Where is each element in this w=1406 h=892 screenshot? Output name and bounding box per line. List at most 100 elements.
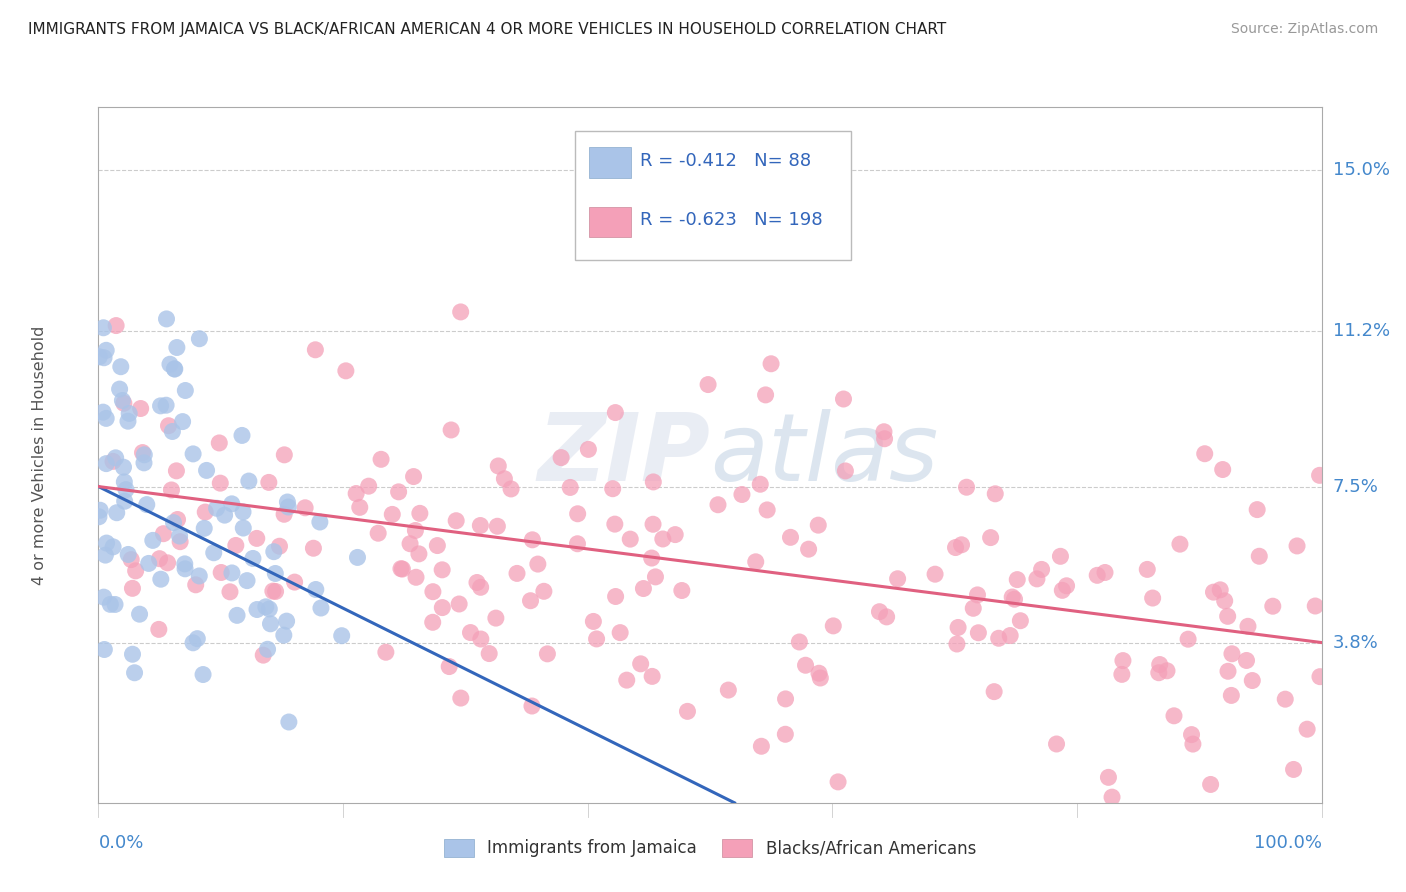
Point — [950, 538, 973, 552]
Point — [676, 704, 699, 718]
Point — [1177, 632, 1199, 647]
Point — [408, 547, 430, 561]
Point — [486, 458, 509, 473]
Point — [135, 498, 157, 512]
Point — [707, 498, 730, 512]
Point — [148, 623, 170, 637]
Point — [108, 382, 131, 396]
Point — [1163, 708, 1185, 723]
Point — [304, 343, 326, 357]
Point — [367, 526, 389, 541]
Point — [330, 629, 353, 643]
Point — [567, 507, 589, 521]
Point — [1097, 770, 1119, 784]
Point — [1249, 549, 1271, 564]
Point — [273, 448, 295, 462]
Point — [254, 599, 277, 614]
Point — [231, 428, 253, 442]
Point — [117, 414, 139, 428]
Point — [616, 673, 638, 687]
Point — [374, 645, 396, 659]
Point — [1101, 790, 1123, 805]
Text: R = -0.412   N= 88: R = -0.412 N= 88 — [640, 153, 811, 170]
Point — [641, 669, 664, 683]
Point — [869, 605, 891, 619]
Point — [349, 500, 371, 515]
Point — [104, 450, 127, 465]
Point — [93, 351, 115, 365]
Point — [346, 550, 368, 565]
Point — [1199, 777, 1222, 791]
Point — [184, 578, 207, 592]
Point — [101, 540, 124, 554]
Point — [105, 318, 128, 333]
Point — [221, 497, 243, 511]
Point — [470, 580, 492, 594]
Point — [305, 582, 328, 597]
Point — [156, 556, 179, 570]
Point — [873, 425, 896, 439]
Point — [166, 341, 188, 355]
Point — [163, 361, 186, 376]
Point — [832, 392, 855, 406]
FancyBboxPatch shape — [589, 147, 630, 178]
Point — [89, 350, 111, 364]
Text: 4 or more Vehicles in Household: 4 or more Vehicles in Household — [32, 326, 48, 584]
Point — [1111, 667, 1133, 681]
Point — [1261, 599, 1284, 614]
Point — [181, 636, 204, 650]
Point — [478, 647, 501, 661]
Point — [1136, 562, 1159, 576]
Point — [391, 562, 413, 576]
Point — [779, 530, 801, 544]
Point — [671, 583, 693, 598]
Point — [236, 574, 259, 588]
Point — [166, 512, 188, 526]
Point — [567, 537, 589, 551]
Point — [219, 584, 242, 599]
Point — [101, 454, 124, 468]
Point — [264, 566, 287, 581]
Point — [157, 418, 180, 433]
Point — [560, 480, 582, 494]
Point — [169, 534, 191, 549]
Point — [998, 628, 1021, 642]
Point — [181, 447, 204, 461]
Point — [195, 463, 218, 477]
Point — [749, 477, 772, 491]
Point — [269, 539, 291, 553]
Point — [105, 506, 128, 520]
Point — [162, 425, 184, 439]
Point — [117, 548, 139, 562]
Point — [582, 615, 605, 629]
Text: 15.0%: 15.0% — [1333, 161, 1389, 179]
Point — [519, 593, 541, 607]
Point — [1220, 689, 1243, 703]
Point — [163, 362, 186, 376]
Point — [209, 566, 232, 580]
Point — [807, 666, 830, 681]
Point — [104, 598, 127, 612]
Point — [142, 533, 165, 548]
Point — [470, 518, 492, 533]
Point — [96, 457, 118, 471]
Point — [276, 614, 298, 628]
Point — [98, 598, 121, 612]
Point — [91, 405, 114, 419]
Point — [966, 588, 988, 602]
Point — [1309, 670, 1331, 684]
Point — [1149, 657, 1171, 672]
Point — [257, 475, 280, 490]
Point — [422, 615, 444, 630]
FancyBboxPatch shape — [589, 207, 630, 237]
Point — [115, 483, 138, 497]
Text: 11.2%: 11.2% — [1333, 321, 1391, 340]
Point — [1031, 562, 1053, 576]
Point — [430, 563, 453, 577]
Point — [794, 658, 817, 673]
Point — [437, 659, 460, 673]
Text: 3.8%: 3.8% — [1333, 633, 1378, 651]
Point — [946, 637, 969, 651]
Point — [641, 517, 664, 532]
Point — [209, 476, 232, 491]
